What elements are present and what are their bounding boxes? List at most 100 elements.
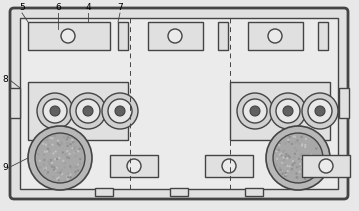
- Circle shape: [281, 161, 283, 164]
- Circle shape: [77, 169, 79, 172]
- Circle shape: [283, 150, 285, 152]
- Circle shape: [304, 173, 307, 176]
- Circle shape: [66, 175, 69, 178]
- Circle shape: [288, 140, 290, 143]
- Bar: [28, 82, 128, 140]
- Circle shape: [286, 169, 289, 172]
- Circle shape: [64, 166, 66, 169]
- Circle shape: [74, 166, 76, 168]
- Circle shape: [45, 143, 47, 146]
- Circle shape: [38, 160, 41, 162]
- Bar: [110, 155, 158, 177]
- Circle shape: [51, 162, 53, 164]
- Circle shape: [286, 165, 288, 167]
- Circle shape: [293, 135, 295, 138]
- Circle shape: [285, 173, 287, 176]
- Circle shape: [61, 173, 63, 175]
- Circle shape: [301, 156, 303, 159]
- Circle shape: [293, 162, 295, 164]
- Text: 9: 9: [2, 164, 8, 173]
- Circle shape: [319, 160, 321, 162]
- Circle shape: [50, 159, 52, 161]
- Circle shape: [42, 142, 45, 145]
- Circle shape: [45, 167, 47, 169]
- Circle shape: [299, 154, 302, 156]
- Bar: [28, 22, 110, 50]
- Circle shape: [297, 165, 299, 168]
- Circle shape: [301, 166, 303, 169]
- Circle shape: [46, 172, 48, 174]
- Circle shape: [71, 148, 74, 150]
- Circle shape: [301, 160, 304, 162]
- Text: 5: 5: [19, 4, 25, 12]
- Circle shape: [66, 150, 69, 152]
- Circle shape: [276, 99, 300, 123]
- Bar: [20, 18, 338, 189]
- Circle shape: [68, 153, 71, 155]
- Circle shape: [304, 178, 306, 180]
- Circle shape: [304, 146, 306, 148]
- Circle shape: [47, 171, 49, 173]
- Circle shape: [54, 158, 57, 161]
- Circle shape: [285, 174, 287, 177]
- Circle shape: [73, 141, 75, 143]
- Circle shape: [295, 176, 298, 179]
- Circle shape: [308, 99, 332, 123]
- Circle shape: [59, 172, 61, 174]
- Circle shape: [43, 154, 45, 156]
- Circle shape: [56, 158, 58, 160]
- Circle shape: [286, 157, 288, 160]
- Circle shape: [57, 171, 59, 174]
- Circle shape: [288, 136, 291, 138]
- Circle shape: [295, 141, 297, 143]
- Circle shape: [43, 99, 67, 123]
- Circle shape: [309, 168, 311, 170]
- Circle shape: [317, 166, 320, 168]
- Circle shape: [108, 99, 132, 123]
- Circle shape: [294, 147, 297, 149]
- Circle shape: [39, 166, 41, 169]
- Circle shape: [296, 139, 299, 142]
- Bar: [339, 88, 349, 118]
- Circle shape: [64, 162, 66, 164]
- Circle shape: [284, 164, 287, 166]
- Circle shape: [303, 156, 305, 158]
- Circle shape: [76, 99, 100, 123]
- Circle shape: [67, 157, 70, 159]
- Circle shape: [64, 153, 67, 156]
- Circle shape: [56, 167, 58, 169]
- Circle shape: [79, 163, 81, 165]
- Circle shape: [292, 160, 294, 162]
- Circle shape: [296, 176, 298, 179]
- Circle shape: [284, 174, 286, 177]
- Circle shape: [43, 159, 46, 161]
- Circle shape: [127, 159, 141, 173]
- Circle shape: [278, 144, 281, 146]
- Bar: [205, 155, 253, 177]
- Circle shape: [66, 145, 69, 147]
- Circle shape: [315, 147, 317, 150]
- Circle shape: [315, 169, 317, 171]
- Circle shape: [268, 29, 282, 43]
- Circle shape: [61, 29, 75, 43]
- Circle shape: [50, 159, 53, 162]
- Circle shape: [73, 147, 75, 150]
- Circle shape: [56, 142, 59, 145]
- Circle shape: [66, 178, 69, 180]
- Circle shape: [66, 138, 68, 141]
- Circle shape: [77, 163, 79, 166]
- Circle shape: [58, 144, 61, 146]
- Bar: [302, 155, 350, 177]
- Circle shape: [307, 165, 310, 167]
- Circle shape: [286, 169, 289, 171]
- Circle shape: [35, 133, 85, 183]
- Circle shape: [73, 151, 76, 153]
- Circle shape: [222, 159, 236, 173]
- Bar: [118, 22, 128, 50]
- Circle shape: [280, 152, 283, 154]
- Circle shape: [58, 157, 61, 159]
- Circle shape: [67, 136, 69, 139]
- Circle shape: [52, 152, 55, 155]
- Circle shape: [295, 172, 298, 175]
- Circle shape: [75, 155, 77, 157]
